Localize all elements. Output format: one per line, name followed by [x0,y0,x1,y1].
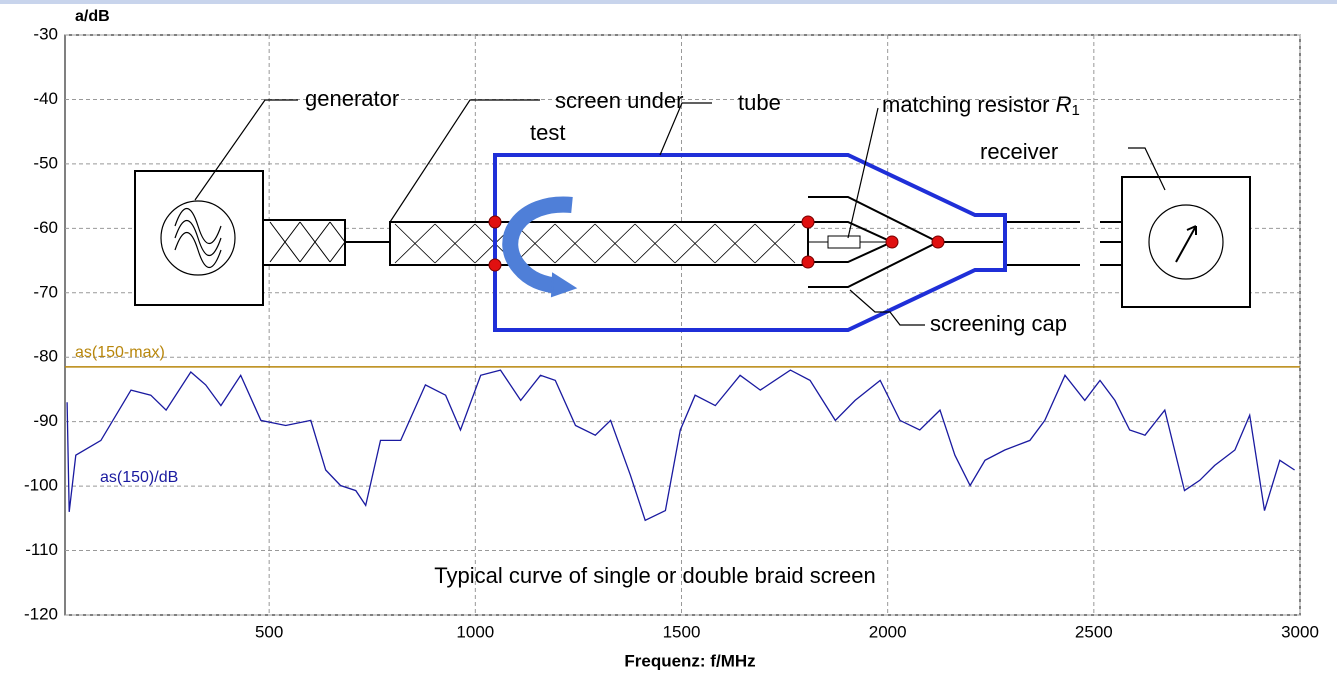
y-tick-label: -30 [33,24,58,43]
braid-1 [269,221,346,263]
label-resistor-subscript: 1 [1072,102,1080,119]
data-line [66,369,1295,522]
contact-points [488,215,945,272]
leader-lines [194,99,1166,326]
y-tick-label: -120 [24,604,58,623]
y-tick-label: -110 [25,540,58,559]
tube [493,153,1007,332]
coupling-arrow [502,196,573,294]
legend-label: as(150)/dB [100,469,178,486]
label-screen: test [530,120,565,145]
y-axis-label: a/dB [75,8,110,25]
x-tick-label: 3000 [1281,622,1319,641]
y-tick-label: -100 [24,476,58,495]
screen-under-test [389,221,809,266]
reference-label: as(150-max) [75,344,165,361]
y-tick-label: -60 [33,218,58,237]
y-tick-label: -40 [33,89,58,108]
x-tick-label: 500 [255,622,283,641]
label-screening-cap: screening cap [930,311,1067,336]
x-tick-label: 1500 [663,622,701,641]
y-tick-label: -50 [33,153,58,172]
generator-circle [160,200,236,276]
receiver-circle [1148,204,1224,280]
x-tick-label: 1000 [456,622,494,641]
meter-arrow [1175,225,1197,263]
label-resistor-text: matching resistor [882,92,1050,117]
top-bar [0,0,1337,4]
caption: Typical curve of single or double braid … [434,563,875,588]
sine [174,207,222,269]
x-axis-label: Frequenz: f/MHz [624,651,755,670]
diagram [134,99,1251,332]
y-tick-label: -90 [33,411,58,430]
label-receiver: receiver [980,139,1058,164]
label-generator: generator [305,86,399,111]
y-tick-label: -70 [33,282,58,301]
coupling-arrowhead [550,272,578,298]
label-resistor-symbol: R [1056,92,1072,117]
plot-area: -120 -110 -100 -90 -80 -70 -60 -50 -40 -30 500 1000… [24,24,1319,641]
y-tick-label: -80 [33,347,58,366]
label-tube: tube [738,90,781,115]
x-tick-label: 2000 [869,622,907,641]
x-tick-label: 2500 [1075,622,1113,641]
label-resistor: matching resistor R1 [882,92,1080,119]
generator-box [134,170,264,306]
receiver-cable [938,221,1122,266]
label-screen: screen under [555,88,683,113]
